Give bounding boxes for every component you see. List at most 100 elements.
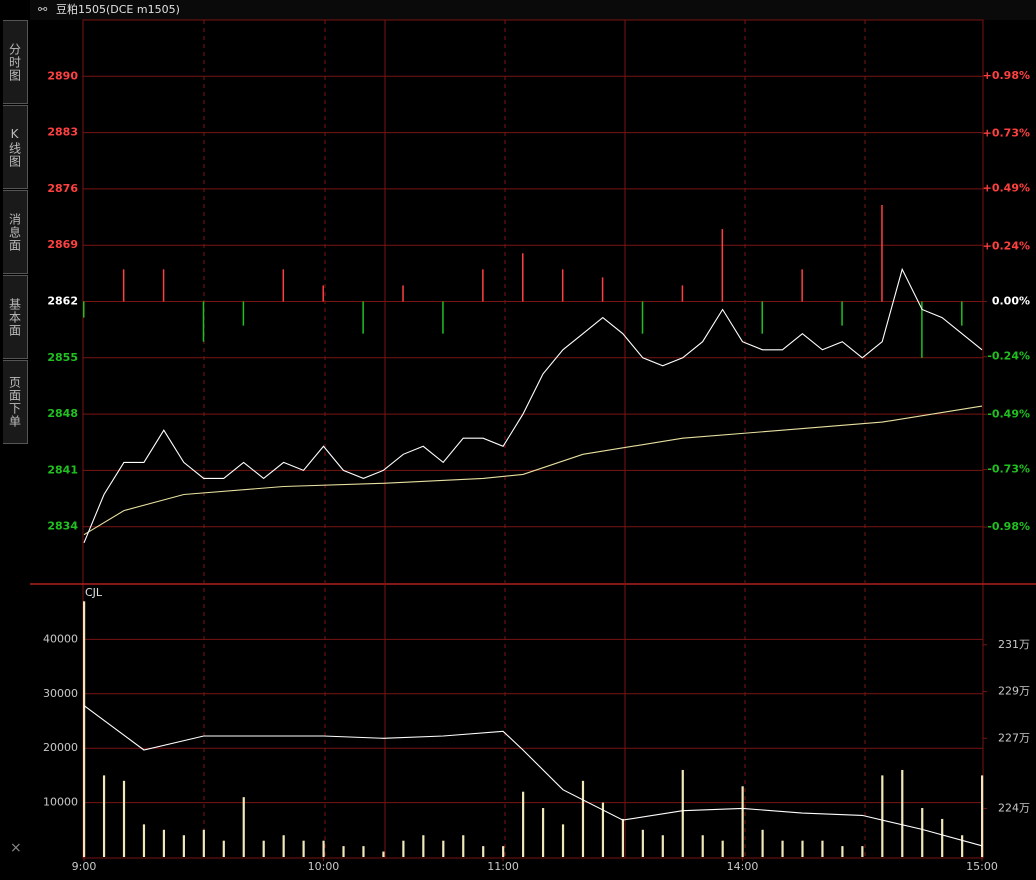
bar bbox=[681, 285, 684, 302]
x-tick-label: 10:00 bbox=[308, 860, 340, 873]
bar bbox=[841, 301, 843, 326]
bar bbox=[282, 835, 285, 857]
y-tick-label: 2855 bbox=[47, 351, 78, 364]
bar bbox=[601, 802, 605, 857]
bar bbox=[801, 269, 803, 302]
tab[interactable]: 分时图 bbox=[3, 20, 28, 104]
bar bbox=[202, 301, 205, 342]
y2-tick-label: -0.24% bbox=[987, 350, 1030, 363]
bar bbox=[102, 775, 106, 857]
x-tick-label: 14:00 bbox=[727, 860, 759, 873]
tab[interactable]: 页面下单 bbox=[3, 360, 28, 444]
y-tick-label: 30000 bbox=[43, 687, 78, 700]
bar bbox=[422, 835, 425, 857]
bar bbox=[122, 780, 126, 857]
bar bbox=[302, 840, 305, 857]
bar bbox=[961, 835, 964, 857]
bar bbox=[641, 301, 644, 334]
bar bbox=[242, 301, 245, 326]
bar bbox=[322, 285, 324, 302]
bar bbox=[162, 829, 166, 857]
bar bbox=[681, 769, 684, 857]
bar bbox=[761, 301, 763, 334]
bar bbox=[721, 229, 724, 302]
bar bbox=[83, 301, 85, 318]
bar bbox=[522, 791, 525, 857]
y-tick-label: 2876 bbox=[47, 182, 78, 195]
line bbox=[83, 705, 983, 847]
y2-tick-label: 227万 bbox=[998, 731, 1030, 744]
bar bbox=[382, 851, 385, 857]
y2-tick-label: 224万 bbox=[998, 801, 1030, 814]
bar bbox=[541, 808, 545, 857]
tab[interactable]: 消息面 bbox=[3, 190, 28, 274]
bar bbox=[801, 840, 804, 857]
bar bbox=[721, 840, 724, 857]
bar bbox=[462, 835, 465, 857]
line bbox=[83, 405, 983, 536]
background bbox=[30, 0, 1036, 880]
bar bbox=[83, 601, 86, 857]
bar bbox=[262, 840, 265, 857]
bar bbox=[661, 835, 664, 857]
bar bbox=[981, 775, 984, 857]
bar bbox=[202, 829, 205, 857]
y-tick-label: 10000 bbox=[43, 796, 78, 809]
bar bbox=[442, 301, 444, 334]
bar bbox=[881, 204, 883, 302]
y-tick-label: 2841 bbox=[47, 463, 78, 476]
time-grid bbox=[203, 20, 866, 858]
close-button[interactable]: × bbox=[10, 840, 22, 856]
bar bbox=[242, 797, 245, 857]
x-tick-label: 9:00 bbox=[72, 860, 97, 873]
bar bbox=[322, 840, 325, 857]
y2-tick-label: +0.73% bbox=[983, 126, 1030, 139]
bar bbox=[162, 269, 165, 302]
bar bbox=[122, 269, 125, 302]
y-tick-label: 2869 bbox=[47, 238, 78, 251]
bar bbox=[182, 835, 185, 857]
bar bbox=[502, 846, 505, 857]
y-tick-label: 2890 bbox=[47, 69, 78, 82]
bar bbox=[362, 301, 364, 334]
bar bbox=[961, 301, 963, 326]
bar bbox=[282, 269, 285, 302]
panel-label: CJL bbox=[85, 586, 103, 599]
bar bbox=[841, 846, 844, 857]
x-tick-label: 15:00 bbox=[966, 860, 998, 873]
y-tick-label: 2834 bbox=[47, 520, 78, 533]
bar bbox=[761, 829, 764, 857]
title-bar bbox=[30, 0, 1036, 20]
y2-tick-label: +0.49% bbox=[983, 182, 1030, 195]
bar bbox=[821, 840, 824, 857]
y2-tick-label: -0.73% bbox=[987, 463, 1030, 476]
tab[interactable]: 基本面 bbox=[3, 275, 28, 359]
bar bbox=[362, 846, 365, 857]
bar bbox=[901, 769, 904, 857]
bar bbox=[741, 786, 744, 857]
link-icon: ⚯ bbox=[38, 3, 48, 16]
bar bbox=[222, 840, 225, 857]
y2-tick-label: -0.49% bbox=[987, 407, 1030, 420]
bar bbox=[482, 269, 484, 302]
y-tick-label: 2883 bbox=[47, 126, 78, 139]
bar bbox=[921, 808, 924, 857]
tab[interactable]: K线图 bbox=[3, 105, 28, 189]
y2-tick-label: 231万 bbox=[998, 638, 1030, 651]
bar bbox=[581, 780, 585, 857]
bar bbox=[442, 840, 445, 857]
plot-frame bbox=[82, 19, 984, 859]
y-tick-label: 2862 bbox=[47, 295, 78, 308]
bar bbox=[142, 824, 146, 857]
bar bbox=[342, 846, 345, 857]
bar bbox=[402, 840, 405, 857]
y2-tick-label: 229万 bbox=[998, 685, 1030, 698]
bar bbox=[621, 818, 624, 857]
line bbox=[83, 267, 983, 544]
bar bbox=[561, 269, 564, 302]
x-tick-label: 11:00 bbox=[487, 860, 519, 873]
y-tick-label: 20000 bbox=[43, 741, 78, 754]
bar bbox=[781, 840, 784, 857]
